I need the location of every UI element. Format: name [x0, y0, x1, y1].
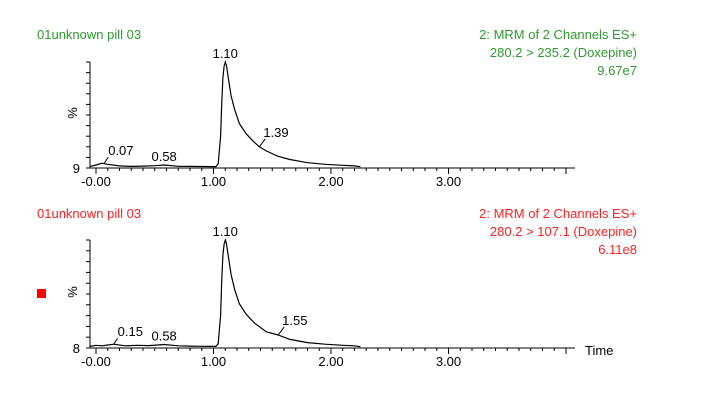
p2-sample-title: 01unknown pill 03	[37, 206, 141, 221]
p2-header-line-3: 6.11e8	[598, 242, 637, 257]
p1-header-line-1: 2: MRM of 2 Channels ES+	[479, 27, 637, 42]
p1-x-tick-label: 3.00	[436, 174, 461, 189]
channel-marker-square	[37, 289, 46, 298]
p2-x-tick-label: 3.00	[436, 354, 461, 369]
p1-x-tick-label: -0.00	[81, 174, 111, 189]
p2-y-label: %	[65, 286, 80, 298]
p1-peak-leader	[103, 156, 109, 164]
p1-baseline-label: 9	[73, 161, 80, 176]
p2-header-line-2: 280.2 > 107.1 (Doxepine)	[490, 224, 637, 239]
p2-x-tick-label: 1.00	[201, 354, 226, 369]
p1-peak-label: 1.39	[263, 125, 288, 140]
p1-peak-label: 0.58	[151, 149, 176, 164]
p2-peak-label: 0.15	[118, 324, 143, 339]
p2-peak-leader	[113, 337, 119, 345]
p1-peak-label: 1.10	[213, 46, 238, 61]
p1-x-tick-label: 2.00	[318, 174, 343, 189]
p1-header-line-3: 9.67e7	[597, 63, 637, 78]
p1-x-tick-label: 1.00	[201, 174, 226, 189]
p1-sample-title: 01unknown pill 03	[37, 27, 141, 42]
p2-x-tick-label: -0.00	[81, 354, 111, 369]
p2-peak-label: 1.55	[282, 313, 307, 328]
p2-peak-label: 0.58	[151, 329, 176, 344]
p1-peak-label: 0.07	[108, 143, 133, 158]
p1-header-line-2: 280.2 > 235.2 (Doxepine)	[490, 45, 637, 60]
p2-header-line-1: 2: MRM of 2 Channels ES+	[479, 206, 637, 221]
p1-y-label: %	[65, 107, 80, 119]
p2-peak-leader	[277, 326, 285, 336]
p2-peak-label: 1.10	[213, 224, 238, 239]
p1-trace-line	[89, 60, 361, 168]
p2-baseline-label: 8	[73, 341, 80, 356]
p2-x-tick-label: 2.00	[318, 354, 343, 369]
p2-trace-line	[89, 237, 361, 348]
x-axis-title: Time	[585, 343, 613, 358]
p1-peak-leader	[258, 138, 266, 148]
